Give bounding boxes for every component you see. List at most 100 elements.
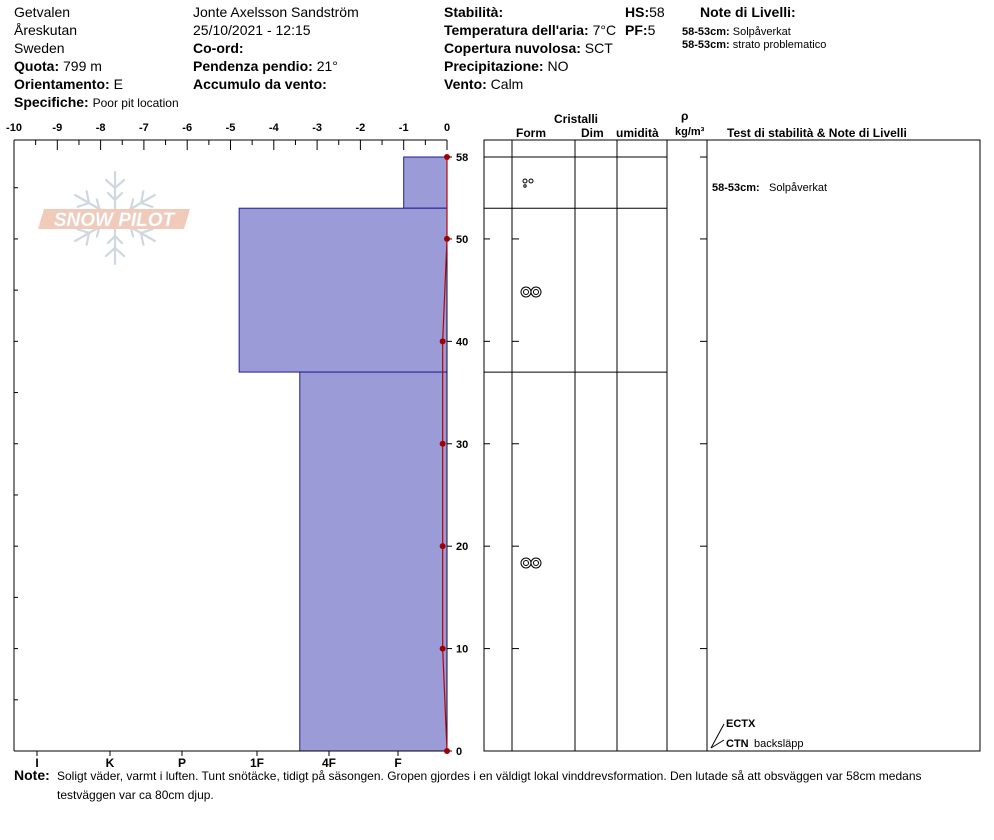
melt-cluster-inner [533,560,539,566]
table-border [483,139,981,752]
layer-note-range: 58-53cm: [682,39,730,51]
melt-cluster-inner [523,289,529,295]
hardness-label: 1F [250,756,264,770]
hardness-label: K [106,756,115,770]
height-tick-label: 40 [456,336,468,348]
layer-note-2: 58-53cm: strato problematico [682,37,826,53]
area-name: Åreskutan [14,22,78,38]
crystals-header: Cristalli [554,112,599,126]
air-temp-label: Temperatura dell'aria: [444,22,589,38]
precip-label: Precipitazione: [444,58,544,74]
height-tick-label: 10 [456,644,468,656]
slope-value: 21° [316,58,338,74]
observer-name: Jonte Axelsson Sandström [193,4,359,20]
hardness-label: F [394,756,401,770]
height-tick-label: 50 [456,234,468,246]
hs-label: HS: [625,4,650,20]
layer-notes-title: Note di Livelli: [700,4,796,20]
hs-value: 58 [649,4,665,20]
density-symbol: ρ [681,109,689,123]
melt-forms-icon [522,178,534,188]
pf-value: 5 [647,22,656,38]
layer-note-1: 58-53cm: Solpåverkat [682,24,791,40]
logo-text: SNOW PILOT [54,210,176,231]
air-temp-value: 7°C [592,22,617,38]
temperature-point [439,338,446,345]
ectx-pointer [710,723,725,749]
test-ctn-note: backsläpp [754,738,804,750]
hardness-layer-0 [403,156,448,209]
elevation: Quota: 799 m [14,58,102,74]
temperature-point [444,748,450,754]
specifics-label: Specifiche: [14,94,89,110]
height-tick-label: 0 [456,746,462,758]
cloud-cover: Copertura nuvolosa: SCT [444,40,613,56]
moisture-header: umidità [616,126,659,140]
temperature-point [439,645,446,652]
temperature-point [444,235,450,242]
elevation-value: 799 m [63,58,102,74]
temperature-tick-label: -7 [139,122,149,134]
wind-loading-label: Accumulo da vento: [193,76,327,92]
layer-annotation-text: Solpåverkat [769,182,827,194]
temperature-tick-label: -3 [312,122,322,134]
wind: Vento: Calm [444,76,523,92]
slope-label: Pendenza pendio: [193,58,313,74]
coords-label: Co-ord: [193,40,244,56]
hardness-label: I [35,756,38,770]
layer-annotation-range: 58-53cm: [712,182,760,194]
melt-cluster-outer [530,557,542,569]
temperature-tick-label: -10 [6,122,22,134]
temperature-point [439,543,446,550]
specifics-value: Poor pit location [92,96,179,110]
location-name: Getvalen [14,4,71,20]
density-unit: kg/m³ [675,126,705,138]
precip-value: NO [547,58,569,74]
air-temperature: Temperatura dell'aria: 7°C [444,22,616,38]
test-ectx-label: ECTX [726,718,756,730]
tests-header: Test di stabilità & Note di Livelli [727,126,907,140]
layer-note-range: 58-53cm: [682,26,730,38]
wind-label: Vento: [444,76,487,92]
specifics: Specifiche: Poor pit location [14,94,179,111]
observation-datetime: 25/10/2021 - 12:15 [193,22,311,38]
snow-height: HS:58 [625,4,665,20]
temperature-tick-label: 0 [444,122,450,134]
test-ctn-label: CTN [726,738,749,750]
temperature-tick-label: -4 [269,122,280,134]
melt-cluster-outer [520,286,532,298]
form-header: Form [516,126,546,140]
slope: Pendenza pendio: 21° [193,58,338,74]
temperature-tick-label: -8 [96,122,106,134]
melt-clusters-icon [520,557,542,569]
temperature-point [444,154,450,160]
hardness-layer-2 [299,371,448,752]
aspect-label: Orientamento: [14,76,110,92]
precipitation: Precipitazione: NO [444,58,568,74]
temperature-tick-label: -9 [52,122,62,134]
height-tick-label: 30 [456,439,468,451]
melt-grain [522,178,528,184]
melt-cluster-outer [520,557,532,569]
penetration: PF:5 [625,22,655,38]
hardness-layer-1 [238,207,448,373]
elevation-label: Quota: [14,58,60,74]
wind-value: Calm [490,76,524,92]
melt-cluster-outer [530,286,542,298]
dim-header: Dim [581,126,604,140]
note-line-2: testväggen var ca 80cm djup. [57,788,214,802]
logo-banner [38,209,190,229]
temperature-tick-label: -2 [356,122,366,134]
snowpilot-logo: SNOW PILOT [38,170,190,266]
ctn-pointer [710,739,725,749]
temperature-tick-label: -6 [182,122,192,134]
melt-grain [528,178,534,184]
temperature-tick-label: -1 [399,122,409,134]
stability-label: Stabilità: [444,4,504,20]
temperature-point [439,440,446,447]
melt-clusters-icon [520,286,542,298]
hardness-label: 4F [322,756,336,770]
hardness-label: P [178,756,186,770]
layer-note-text: strato problematico [732,39,827,51]
